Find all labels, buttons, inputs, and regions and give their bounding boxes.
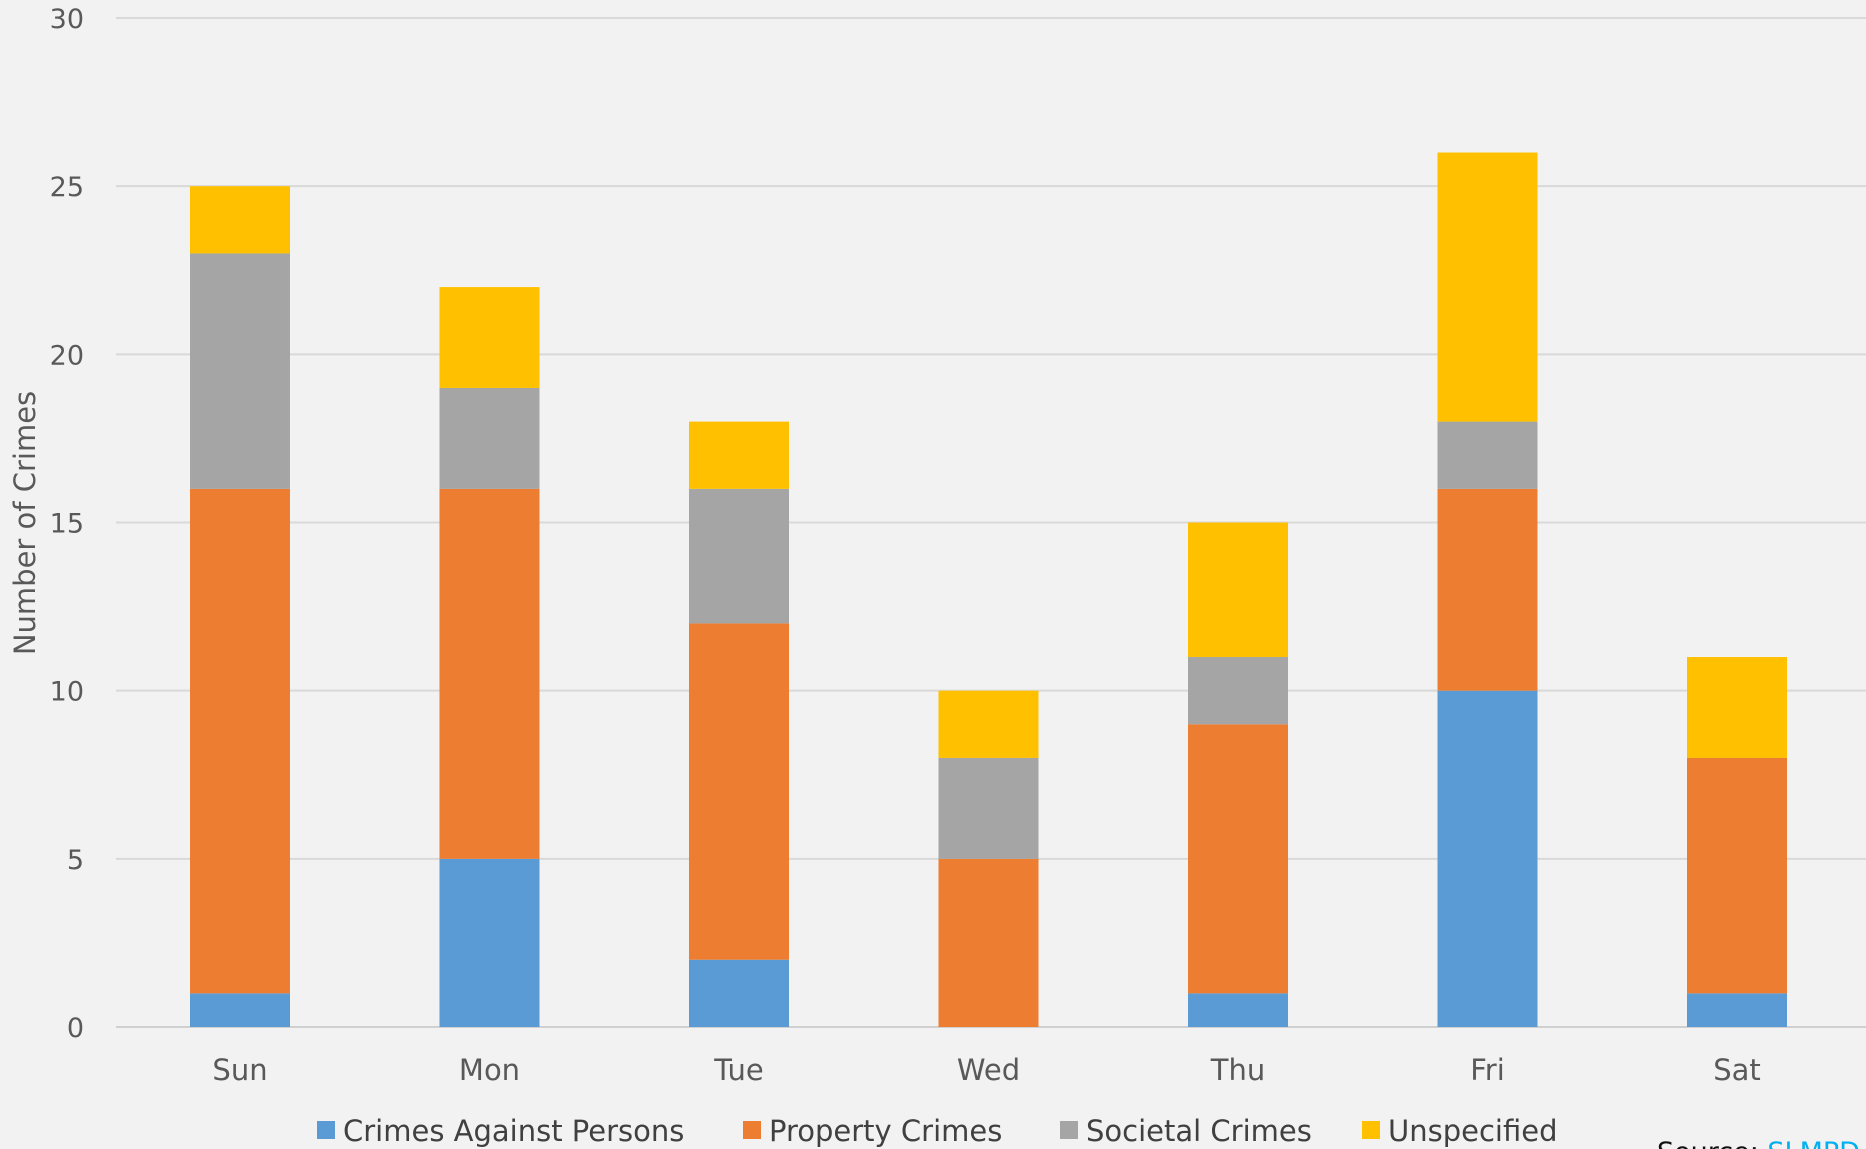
- legend-label: Crimes Against Persons: [343, 1114, 684, 1148]
- x-tick-label: Mon: [459, 1053, 520, 1087]
- legend-item: Property Crimes: [743, 1114, 1002, 1148]
- bar-segment: [1437, 488, 1538, 691]
- bar-segment: [689, 623, 789, 960]
- y-tick-label: 30: [50, 4, 84, 35]
- x-tick-label: Thu: [1210, 1053, 1265, 1087]
- legend-label: Societal Crimes: [1086, 1114, 1312, 1148]
- legend-item: Societal Crimes: [1060, 1114, 1312, 1148]
- x-tick-label: Fri: [1470, 1053, 1505, 1087]
- bar-segment: [190, 993, 290, 1027]
- bar-segment: [1687, 757, 1787, 994]
- bar-segment: [1437, 421, 1538, 489]
- legend-label: Property Crimes: [769, 1114, 1002, 1148]
- legend-swatch: [1362, 1121, 1380, 1139]
- bar-segment: [1437, 152, 1538, 422]
- bar-segment: [1687, 993, 1787, 1027]
- x-tick-label: Sun: [212, 1053, 267, 1087]
- legend-swatch: [743, 1121, 761, 1139]
- legend: Crimes Against Persons Property Crimes Soc…: [317, 1114, 1557, 1148]
- bar-segment: [938, 690, 1039, 758]
- legend-swatch: [1060, 1121, 1078, 1139]
- bar-segment: [689, 959, 789, 1027]
- y-tick-label: 25: [50, 172, 84, 203]
- x-tick-label: Sat: [1713, 1053, 1761, 1087]
- y-tick-label: 15: [50, 509, 84, 540]
- bar-segment: [1188, 522, 1288, 658]
- y-tick-label: 10: [50, 677, 84, 708]
- bar-segment: [439, 488, 540, 859]
- bar-segment: [190, 488, 290, 994]
- source-note: Source: SLMPD: [1657, 1137, 1860, 1149]
- legend-item: Crimes Against Persons: [317, 1114, 684, 1148]
- bar-segment: [439, 287, 540, 388]
- bar-segment: [1687, 657, 1787, 758]
- x-tick-label: Tue: [713, 1053, 764, 1087]
- bar-segment: [1188, 657, 1288, 725]
- source-prefix: Source:: [1657, 1137, 1767, 1149]
- bar-segment: [689, 421, 789, 489]
- y-axis-ticks: 0 5 10 15 20 25 30: [50, 4, 84, 1044]
- source-link[interactable]: SLMPD: [1767, 1137, 1860, 1149]
- y-tick-label: 0: [67, 1013, 84, 1044]
- bars: [190, 152, 1787, 1027]
- bar-segment: [689, 488, 789, 624]
- y-axis-label: Number of Crimes: [8, 391, 42, 655]
- legend-item: Unspecified: [1362, 1114, 1557, 1148]
- bar-segment: [1437, 690, 1538, 1027]
- bar-segment: [439, 858, 540, 1027]
- bar-segment: [938, 757, 1039, 859]
- y-tick-label: 20: [50, 340, 84, 371]
- bar-segment: [190, 253, 290, 489]
- bar-segment: [1188, 993, 1288, 1027]
- x-axis-ticks: Sun Mon Tue Wed Thu Fri Sat: [212, 1053, 1760, 1087]
- bar-segment: [190, 186, 290, 254]
- legend-label: Unspecified: [1388, 1114, 1557, 1148]
- y-tick-label: 5: [67, 845, 84, 876]
- legend-swatch: [317, 1121, 335, 1139]
- bar-segment: [1188, 724, 1288, 994]
- x-tick-label: Wed: [957, 1053, 1020, 1087]
- bar-segment: [439, 387, 540, 489]
- bar-segment: [938, 858, 1039, 1027]
